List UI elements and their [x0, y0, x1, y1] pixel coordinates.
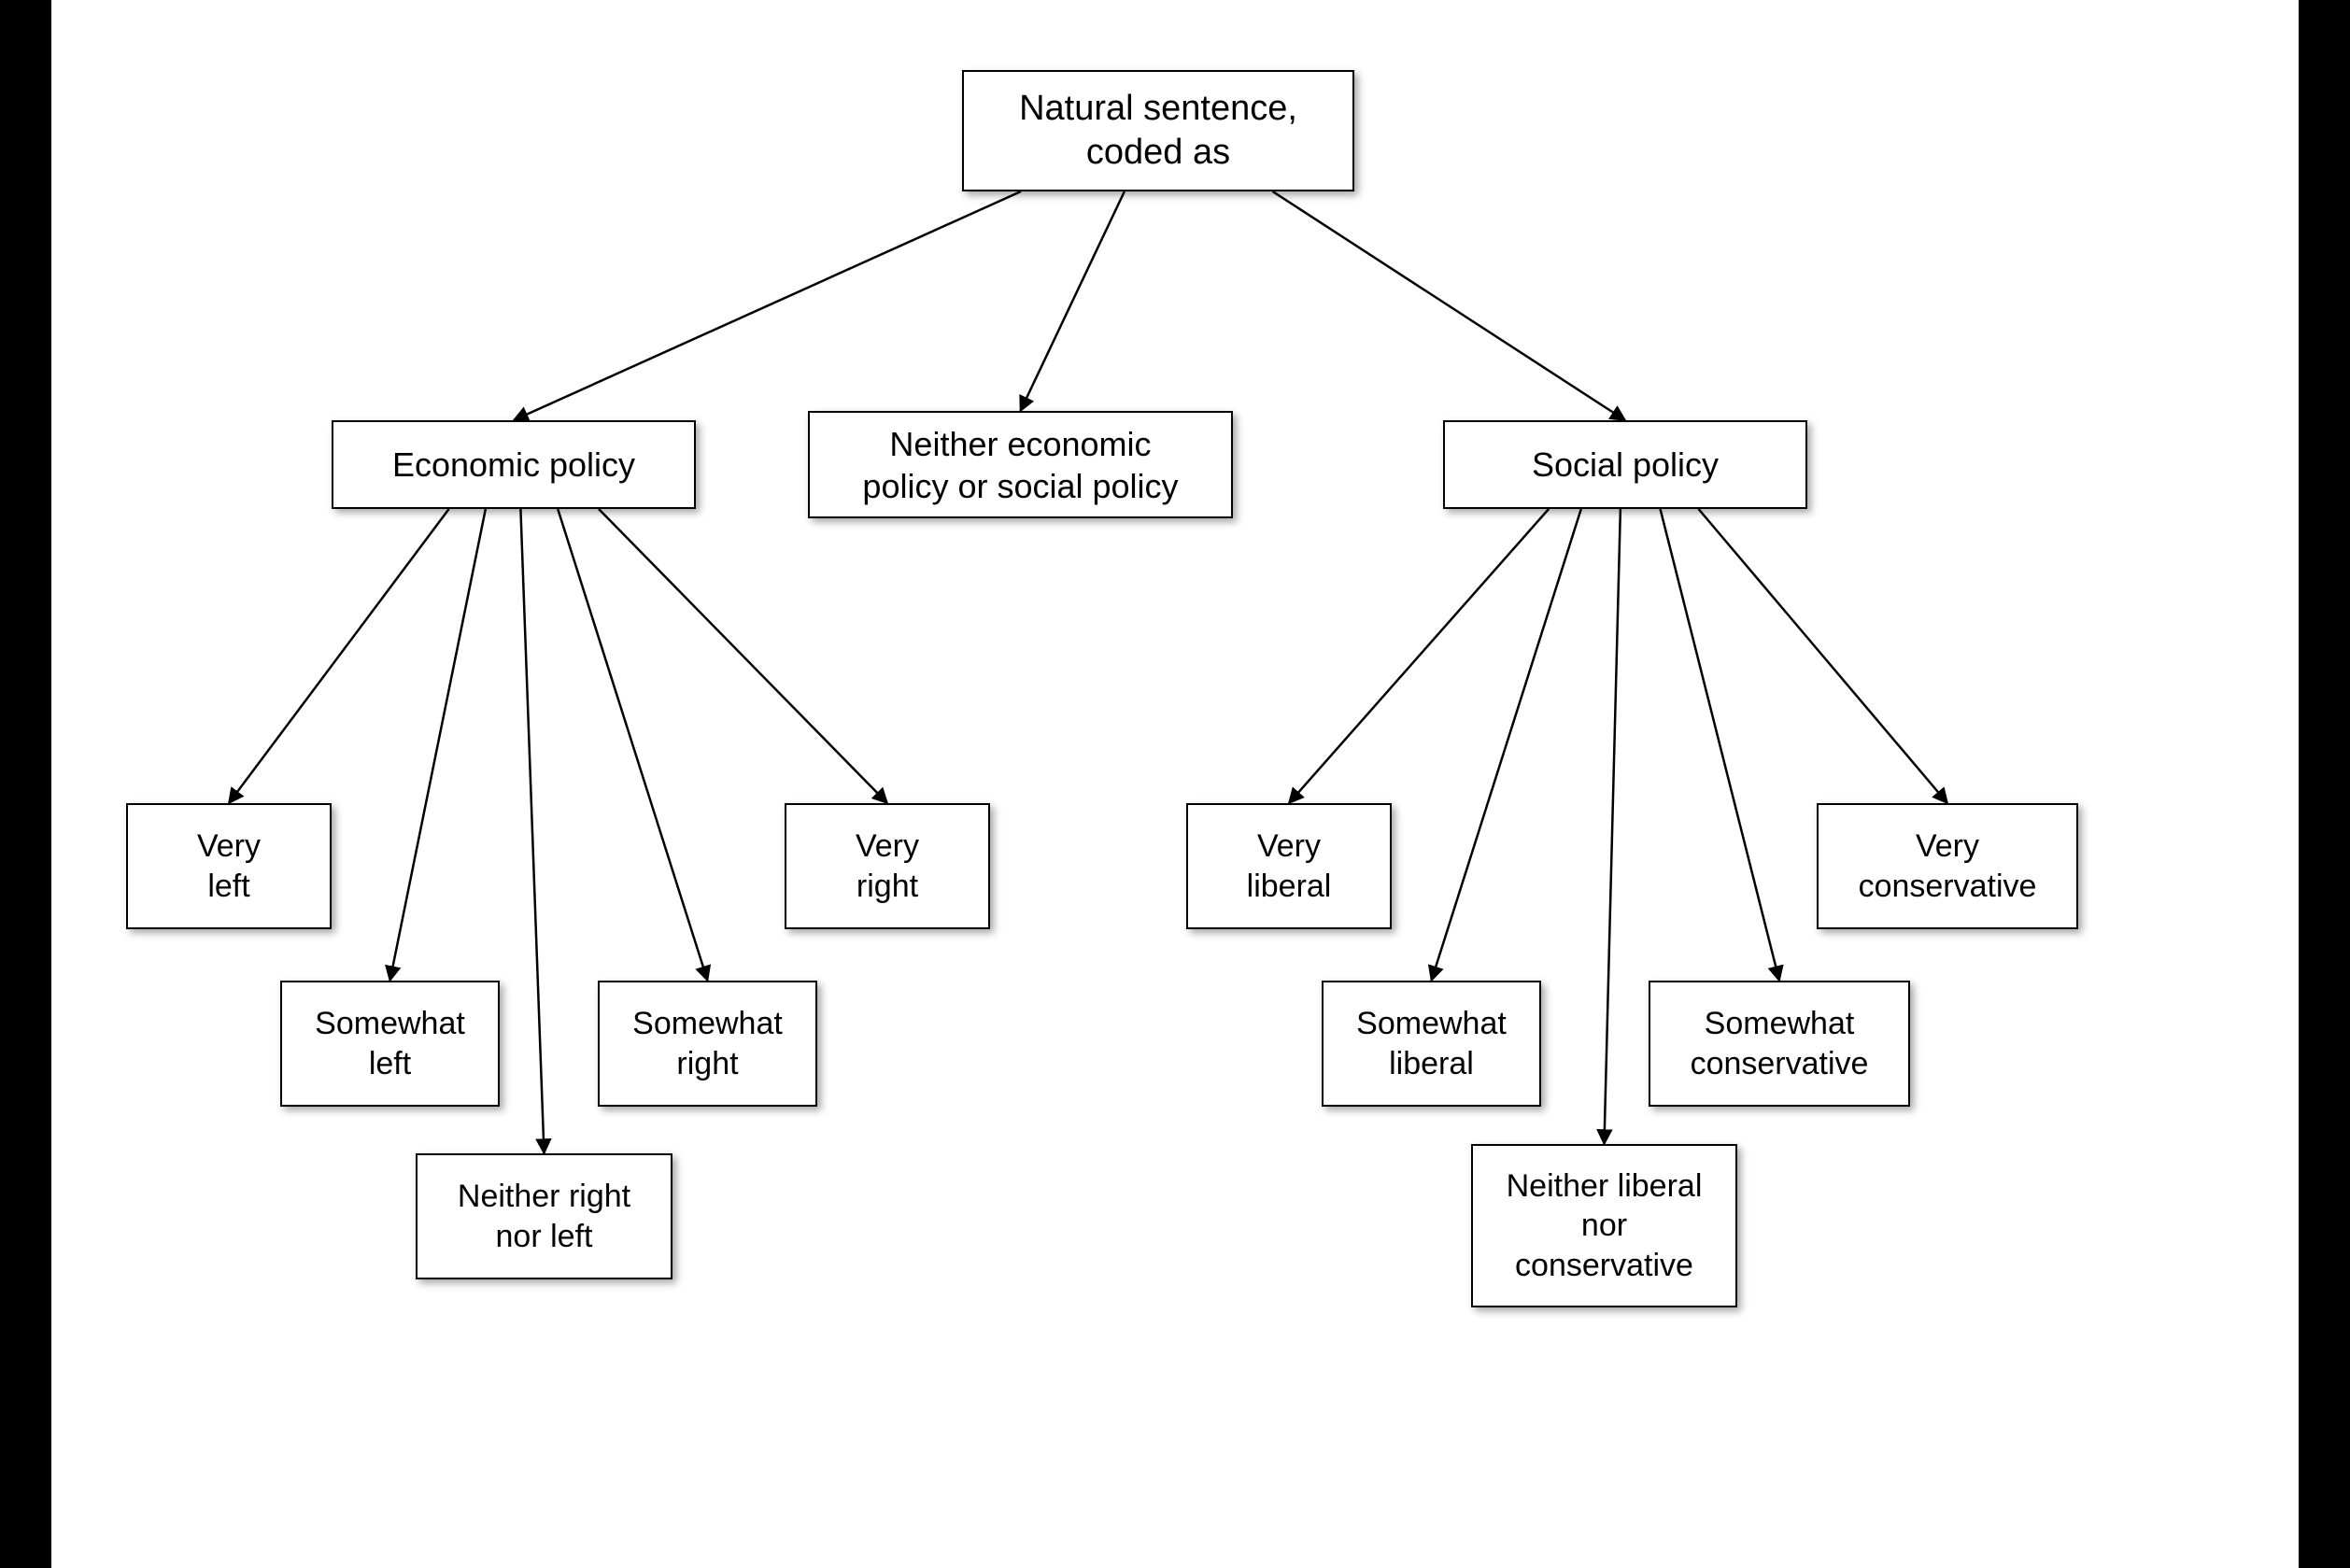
edge	[1273, 191, 1626, 420]
node-label: Somewhatright	[632, 1004, 783, 1083]
node-s_n: Neither liberalnorconservative	[1471, 1144, 1737, 1307]
node-label: Neither rightnor left	[458, 1177, 630, 1256]
diagram-canvas: Natural sentence,coded as Economic policy…	[0, 0, 2350, 1568]
node-label: Veryconservative	[1859, 826, 2037, 906]
node-e_sr: Somewhatright	[598, 981, 817, 1107]
edge	[1661, 509, 1779, 981]
node-label: Veryleft	[197, 826, 261, 906]
diagram-inner: Natural sentence,coded as Economic policy…	[51, 0, 2299, 1568]
node-s_vl: Veryliberal	[1186, 803, 1392, 929]
node-root: Natural sentence,coded as	[962, 70, 1354, 191]
node-e_n: Neither rightnor left	[416, 1153, 672, 1279]
node-e_vl: Veryleft	[126, 803, 332, 929]
node-label: Veryliberal	[1247, 826, 1332, 906]
edges-layer	[51, 0, 2299, 1568]
node-label: Neither liberalnorconservative	[1507, 1166, 1703, 1286]
node-e_vr: Veryright	[785, 803, 990, 929]
edge	[1021, 191, 1125, 411]
node-label: Veryright	[856, 826, 919, 906]
edge	[558, 509, 707, 981]
edge	[1605, 509, 1621, 1144]
node-econ: Economic policy	[332, 420, 696, 509]
edge	[599, 509, 887, 803]
edge	[514, 191, 1021, 420]
node-label: Somewhatconservative	[1691, 1004, 1869, 1083]
node-s_sl: Somewhatliberal	[1322, 981, 1541, 1107]
node-label: Somewhatleft	[315, 1004, 465, 1083]
edge	[1289, 509, 1549, 803]
node-label: Social policy	[1532, 444, 1719, 486]
edge	[520, 509, 544, 1153]
node-s_sc: Somewhatconservative	[1649, 981, 1910, 1107]
node-label: Natural sentence,coded as	[1019, 87, 1297, 176]
node-neither: Neither economicpolicy or social policy	[808, 411, 1233, 518]
edge	[1432, 509, 1581, 981]
node-s_vc: Veryconservative	[1817, 803, 2078, 929]
node-label: Somewhatliberal	[1356, 1004, 1507, 1083]
diagram-stage: Natural sentence,coded as Economic policy…	[0, 0, 2350, 1568]
node-label: Neither economicpolicy or social policy	[862, 423, 1178, 507]
edge	[1698, 509, 1947, 803]
edge	[390, 509, 486, 981]
edge	[229, 509, 449, 803]
node-e_sl: Somewhatleft	[280, 981, 500, 1107]
node-label: Economic policy	[392, 444, 635, 486]
node-social: Social policy	[1443, 420, 1807, 509]
